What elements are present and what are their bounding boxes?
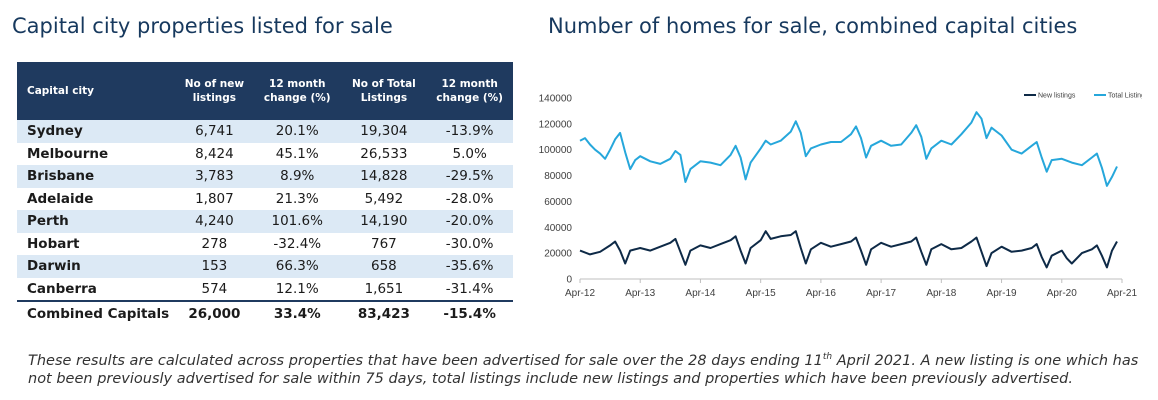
cell-total-listings: 658 <box>341 255 427 278</box>
cell-new-change: 45.1% <box>252 142 342 165</box>
header-new-change: 12 month change (%) <box>252 62 342 120</box>
cell-new-change: 20.1% <box>252 120 342 143</box>
header-capital-city: Capital city <box>17 62 176 120</box>
x-tick-label: Apr-19 <box>987 288 1017 299</box>
table-body: Sydney 6,741 20.1% 19,304 -13.9% Melbourne 8,4… <box>17 120 513 326</box>
cell-city: Melbourne <box>17 142 176 165</box>
y-tick-label: 100000 <box>539 145 573 156</box>
cell-total-change: 5.0% <box>426 142 513 165</box>
table-row: Canberra 574 12.1% 1,651 -31.4% <box>17 277 513 301</box>
y-tick-label: 40000 <box>544 223 572 234</box>
cell-new-listings: 3,783 <box>175 165 253 188</box>
table-total-row: Combined Capitals 26,000 33.4% 83,423 -15.4% <box>17 300 513 326</box>
cell-city: Canberra <box>17 277 176 301</box>
cell-new-listings: 4,240 <box>175 210 253 233</box>
line-chart: 0 20000 40000 60000 80000 100000 120000 140000 A… <box>522 80 1149 310</box>
x-tick-label: Apr-20 <box>1047 288 1077 299</box>
y-tick-label: 80000 <box>544 171 572 182</box>
x-tick-label: Apr-12 <box>565 288 595 299</box>
cell-total-change: -28.0% <box>426 187 513 210</box>
table-row: Melbourne 8,424 45.1% 26,533 5.0% <box>17 142 513 165</box>
legend-label: Total Listings <box>1108 93 1142 100</box>
y-tick-label: 60000 <box>544 197 572 208</box>
x-tick-label: Apr-14 <box>685 288 715 299</box>
table-title: Capital city properties listed for sale <box>12 14 393 38</box>
footnote-text-1: These results are calculated across prop… <box>28 352 823 369</box>
table-row: Perth 4,240 101.6% 14,190 -20.0% <box>17 210 513 233</box>
cell-new-listings: 8,424 <box>175 142 253 165</box>
total-cell-total-change: -15.4% <box>426 300 513 326</box>
chart-svg: 0 20000 40000 60000 80000 100000 120000 140000 A… <box>539 93 1149 300</box>
cell-city: Sydney <box>17 120 176 143</box>
cell-city: Adelaide <box>17 187 176 210</box>
header-total-change: 12 month change (%) <box>426 62 513 120</box>
cell-new-change: 101.6% <box>252 210 342 233</box>
header-new-listings: No of new listings <box>175 62 253 120</box>
cell-new-listings: 278 <box>175 232 253 255</box>
cell-total-change: -31.4% <box>426 277 513 301</box>
table-row: Brisbane 3,783 8.9% 14,828 -29.5% <box>17 165 513 188</box>
total-cell-new-change: 33.4% <box>252 300 342 326</box>
cell-city: Perth <box>17 210 176 233</box>
x-tick-label: Apr-17 <box>866 288 896 299</box>
cell-city: Brisbane <box>17 165 176 188</box>
cell-total-change: -35.6% <box>426 255 513 278</box>
x-tick-label: Apr-13 <box>625 288 655 299</box>
table-row: Hobart 278 -32.4% 767 -30.0% <box>17 232 513 255</box>
cell-new-change: 8.9% <box>252 165 342 188</box>
table-row: Darwin 153 66.3% 658 -35.6% <box>17 255 513 278</box>
y-tick-label: 0 <box>566 275 572 286</box>
cell-new-change: 21.3% <box>252 187 342 210</box>
total-cell-new-listings: 26,000 <box>175 300 253 326</box>
cell-city: Hobart <box>17 232 176 255</box>
cell-city: Darwin <box>17 255 176 278</box>
y-tick-label: 120000 <box>539 119 573 130</box>
header-total-listings: No of Total Listings <box>341 62 427 120</box>
x-tick-label: Apr-18 <box>926 288 956 299</box>
cell-new-listings: 1,807 <box>175 187 253 210</box>
cell-total-listings: 1,651 <box>341 277 427 301</box>
total-cell-total-listings: 83,423 <box>341 300 427 326</box>
cell-new-listings: 153 <box>175 255 253 278</box>
chart-title: Number of homes for sale, combined capit… <box>548 14 1078 38</box>
legend-label: New listings <box>1038 93 1076 100</box>
footnote: These results are calculated across prop… <box>28 348 1153 388</box>
table-row: Adelaide 1,807 21.3% 5,492 -28.0% <box>17 187 513 210</box>
cell-total-change: -29.5% <box>426 165 513 188</box>
cell-new-listings: 574 <box>175 277 253 301</box>
total-cell-city: Combined Capitals <box>17 300 176 326</box>
listings-table: Capital city No of new listings 12 month… <box>17 62 513 326</box>
y-tick-label: 20000 <box>544 249 572 260</box>
cell-total-listings: 14,828 <box>341 165 427 188</box>
cell-new-change: -32.4% <box>252 232 342 255</box>
cell-total-listings: 5,492 <box>341 187 427 210</box>
x-tick-label: Apr-21 <box>1107 288 1137 299</box>
series-line-new-listings <box>579 230 1118 269</box>
cell-total-listings: 14,190 <box>341 210 427 233</box>
cell-total-change: -20.0% <box>426 210 513 233</box>
cell-new-listings: 6,741 <box>175 120 253 143</box>
footnote-text-2: April 2021. A new listing is one which h… <box>28 352 1139 387</box>
cell-total-listings: 19,304 <box>341 120 427 143</box>
cell-total-listings: 26,533 <box>341 142 427 165</box>
cell-new-change: 12.1% <box>252 277 342 301</box>
cell-total-change: -13.9% <box>426 120 513 143</box>
cell-new-change: 66.3% <box>252 255 342 278</box>
table-header-row: Capital city No of new listings 12 month… <box>17 62 513 120</box>
x-tick-label: Apr-15 <box>746 288 776 299</box>
footnote-superscript: th <box>822 352 833 362</box>
series-line-total-listings <box>579 111 1118 187</box>
cell-total-change: -30.0% <box>426 232 513 255</box>
x-tick-label: Apr-16 <box>806 288 836 299</box>
table-row: Sydney 6,741 20.1% 19,304 -13.9% <box>17 120 513 143</box>
y-tick-label: 140000 <box>539 94 573 105</box>
cell-total-listings: 767 <box>341 232 427 255</box>
